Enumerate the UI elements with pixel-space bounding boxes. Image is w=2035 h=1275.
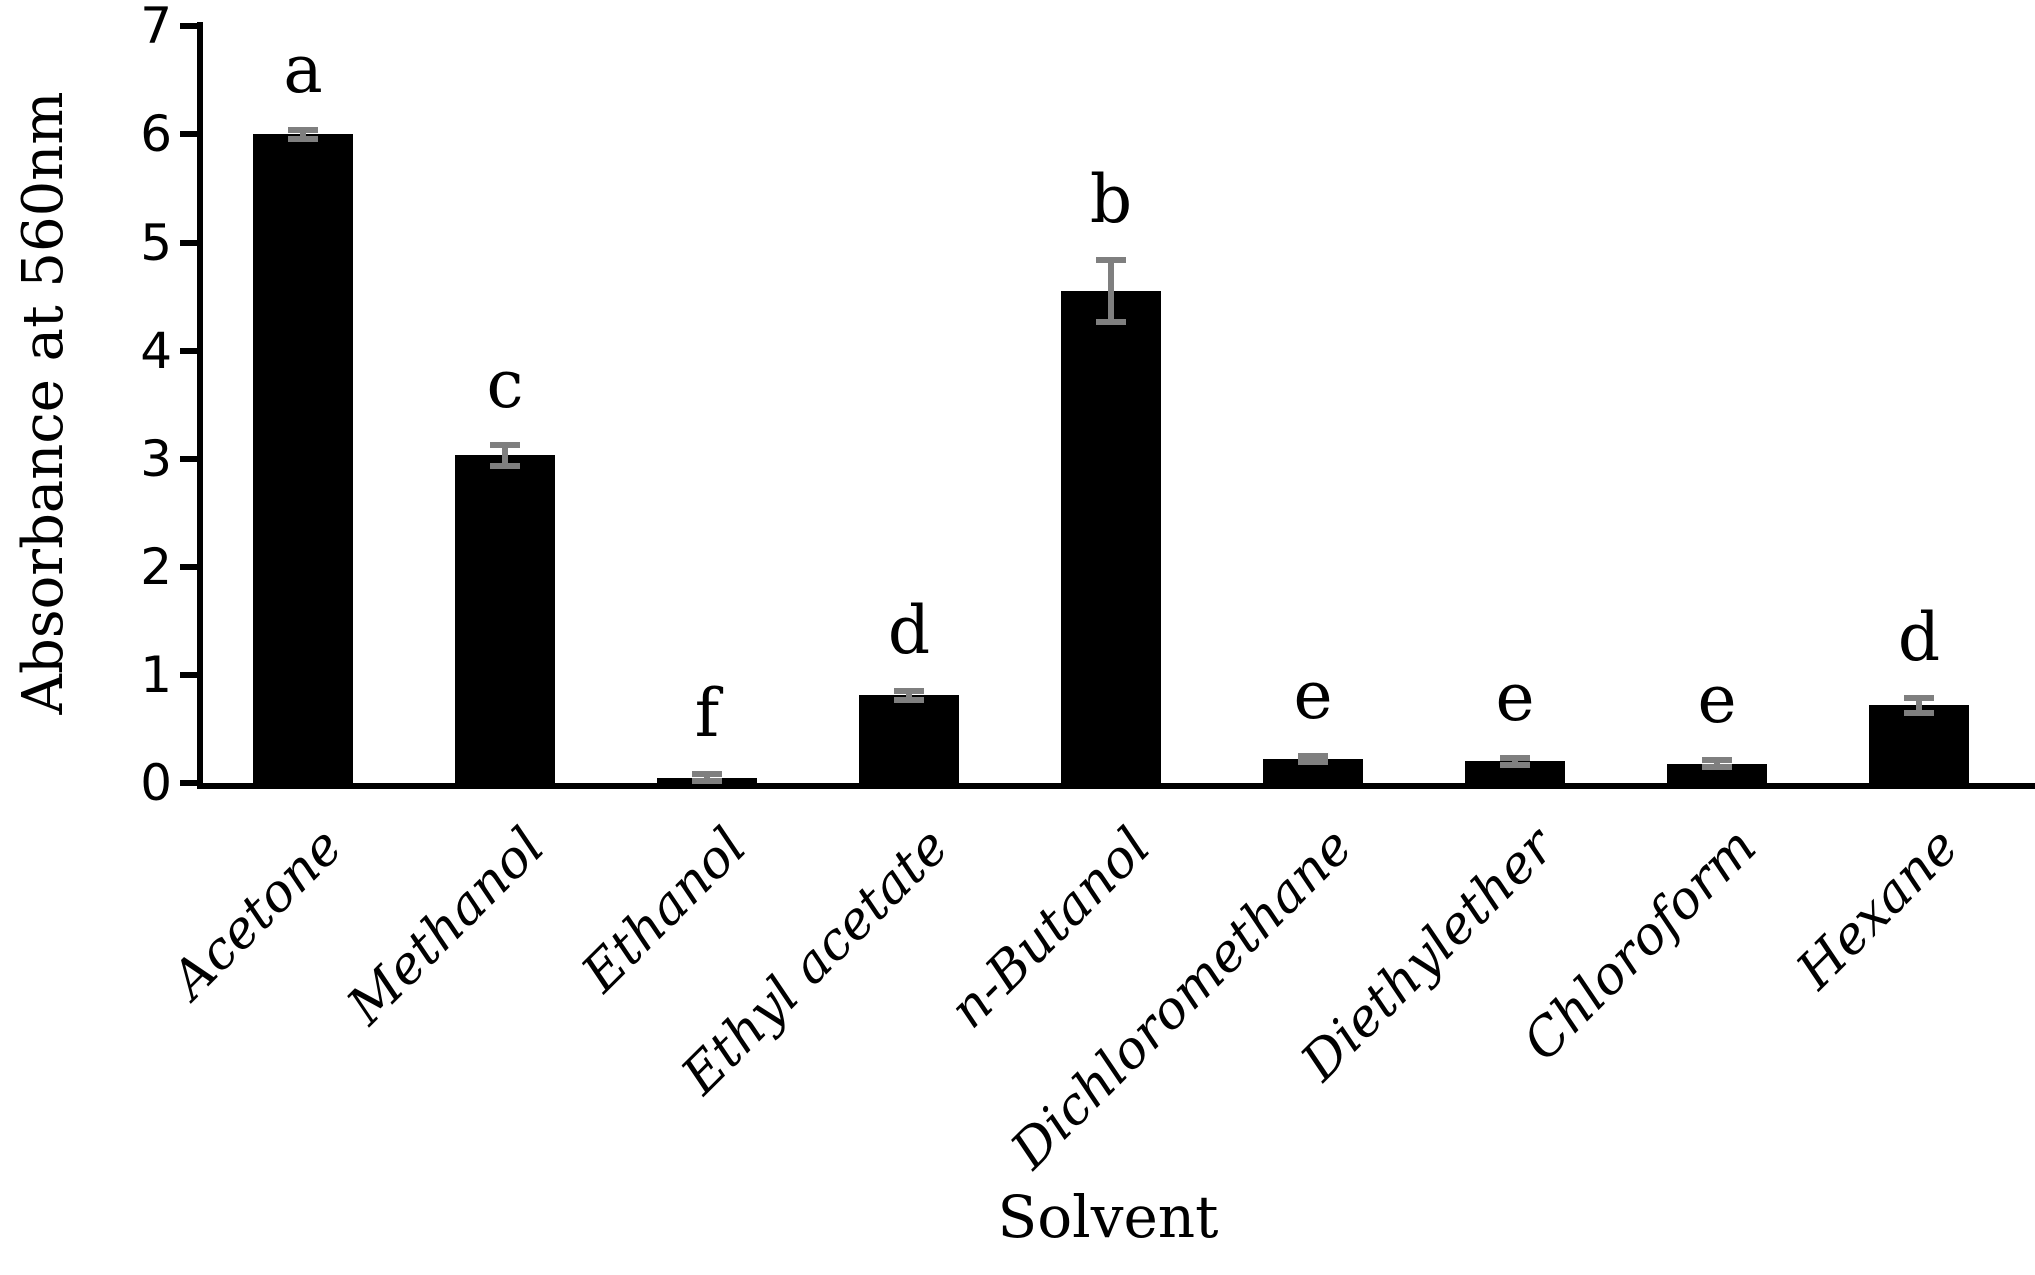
bar [253,134,353,783]
y-tick-label: 2 [140,537,172,596]
sig-letter: a [283,31,323,109]
y-axis-title: Absorbance at 560nm [11,91,76,715]
error-bar-cap-top [1904,694,1934,701]
sig-letter: f [694,675,720,753]
error-bar-cap-bottom [288,135,318,142]
y-tick [180,239,203,246]
bar [1263,759,1363,783]
y-tick-label: 0 [140,754,172,812]
error-bar [906,691,912,700]
error-bar-cap-top [1702,757,1732,764]
sig-letter: c [486,345,524,423]
error-bar-cap-bottom [692,777,722,784]
error-bar [1310,755,1316,763]
sig-letter: d [1897,598,1941,676]
error-bar-cap-top [490,441,520,448]
sig-letter: e [1697,661,1737,739]
error-bar-cap-bottom [1500,761,1530,768]
error-bar-cap-top [692,771,722,778]
y-tick-label: 4 [140,321,172,380]
y-tick [180,131,203,138]
sig-letter: b [1089,160,1133,238]
error-bar-cap-bottom [1904,709,1934,716]
x-axis-line [197,783,2035,789]
error-bar-cap-top [1096,256,1126,263]
bar [859,695,959,783]
error-bar-cap-bottom [1096,319,1126,326]
error-bar-cap-bottom [1298,759,1328,766]
error-bar-cap-bottom [1702,763,1732,770]
error-bar [1512,758,1518,765]
y-tick [180,671,203,678]
y-tick-label: 3 [140,429,172,488]
error-bar [704,774,710,781]
error-bar [1108,259,1114,323]
sig-letter: e [1495,659,1535,737]
y-tick-label: 7 [140,0,172,56]
error-bar [300,130,306,139]
y-tick [180,23,203,30]
x-axis-title: Solvent [997,1183,1219,1251]
sig-letter: d [887,592,931,670]
bar [455,455,555,783]
bar [1061,291,1161,783]
error-bar-cap-top [1500,755,1530,762]
bar [1465,761,1565,783]
error-bar-cap-bottom [894,696,924,703]
error-bar [1916,697,1922,713]
error-bar-cap-bottom [490,463,520,470]
y-tick-label: 5 [140,213,172,272]
bar [1869,705,1969,783]
error-bar [1714,760,1720,767]
error-bar-cap-top [894,688,924,695]
y-tick [180,780,203,786]
error-bar-cap-top [1298,752,1328,759]
y-tick [180,347,203,354]
error-bar-cap-top [288,127,318,134]
y-tick-label: 6 [140,105,172,164]
y-axis-line [197,22,203,789]
y-tick-label: 1 [140,645,172,704]
error-bar [502,444,508,467]
bar [1667,763,1767,783]
y-tick [180,455,203,462]
sig-letter: e [1293,656,1333,734]
y-tick [180,563,203,570]
